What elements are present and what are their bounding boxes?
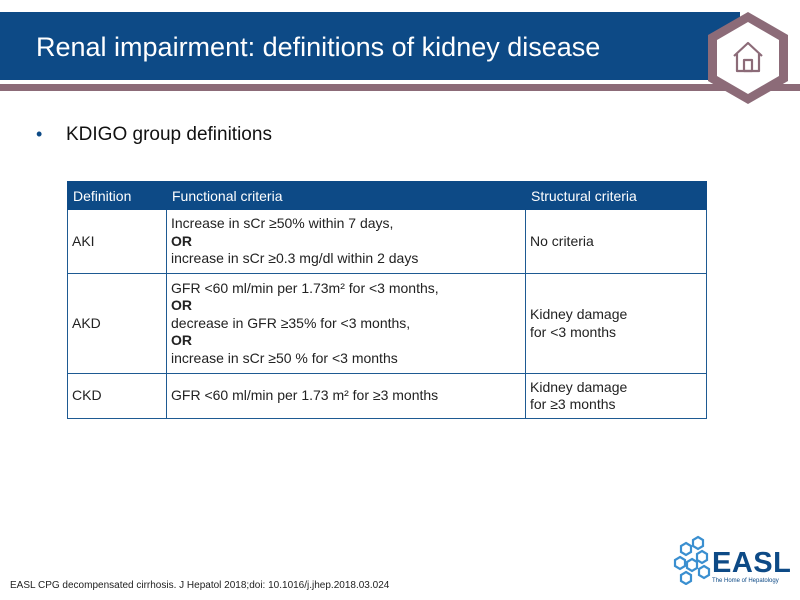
criteria-line: decrease in GFR ≥35% for <3 months,: [171, 314, 411, 331]
header-functional-criteria: Functional criteria: [166, 181, 526, 210]
logo-wordmark: EASL: [712, 547, 792, 579]
definition-cell: CKD: [67, 373, 167, 419]
bullet-text: KDIGO group definitions: [66, 124, 272, 145]
functional-cell: GFR <60 ml/min per 1.73m² for <3 months,…: [166, 273, 526, 374]
criteria-line: for ≥3 months: [530, 396, 616, 412]
kdigo-definitions-table: Definition Functional criteria Structura…: [67, 181, 707, 419]
header-structural-criteria: Structural criteria: [525, 181, 707, 210]
header-bar: [0, 12, 740, 80]
or-connector: OR: [171, 332, 192, 349]
criteria-line: Increase in sCr ≥50% within 7 days,: [171, 215, 394, 232]
functional-cell: GFR <60 ml/min per 1.73 m² for ≥3 months: [166, 373, 526, 419]
header-definition: Definition: [67, 181, 167, 210]
definition-cell: AKI: [67, 209, 167, 274]
easl-logo: EASL The Home of Hepatology: [672, 527, 792, 589]
bullet-dot: •: [36, 124, 43, 144]
header-stripe: [0, 84, 800, 91]
home-button[interactable]: [706, 10, 790, 106]
criteria-line: GFR <60 ml/min per 1.73m² for <3 months,: [171, 279, 439, 296]
page-title: Renal impairment: definitions of kidney …: [36, 32, 601, 62]
logo-tagline: The Home of Hepatology: [712, 578, 779, 584]
or-connector: OR: [171, 232, 192, 249]
easl-logo-icon: [673, 535, 711, 585]
structural-cell: No criteria: [525, 209, 707, 274]
structural-cell: Kidney damage for <3 months: [525, 273, 707, 374]
bullet-item: • KDIGO group definitions: [36, 124, 272, 146]
table-header-row: Definition Functional criteria Structura…: [67, 181, 707, 210]
criteria-line: increase in sCr ≥50 % for <3 months: [171, 349, 398, 366]
home-icon: [733, 41, 763, 73]
or-connector: OR: [171, 297, 192, 314]
criteria-line: GFR <60 ml/min per 1.73 m² for ≥3 months: [171, 387, 439, 404]
definition-cell: AKD: [67, 273, 167, 374]
criteria-line: Kidney damage: [530, 306, 628, 322]
criteria-line: Kidney damage: [530, 378, 628, 395]
footer-reference: EASL CPG decompensated cirrhosis. J Hepa…: [10, 580, 390, 591]
table-row: CKD GFR <60 ml/min per 1.73 m² for ≥3 mo…: [67, 373, 707, 419]
structural-cell: Kidney damage for ≥3 months: [525, 373, 707, 419]
functional-cell: Increase in sCr ≥50% within 7 days, OR i…: [166, 209, 526, 274]
table-row: AKI Increase in sCr ≥50% within 7 days, …: [67, 209, 707, 274]
criteria-line: increase in sCr ≥0.3 mg/dl within 2 days: [171, 250, 419, 267]
table-row: AKD GFR <60 ml/min per 1.73m² for <3 mon…: [67, 273, 707, 374]
criteria-line: No criteria: [530, 232, 594, 249]
criteria-line: for <3 months: [530, 323, 616, 340]
